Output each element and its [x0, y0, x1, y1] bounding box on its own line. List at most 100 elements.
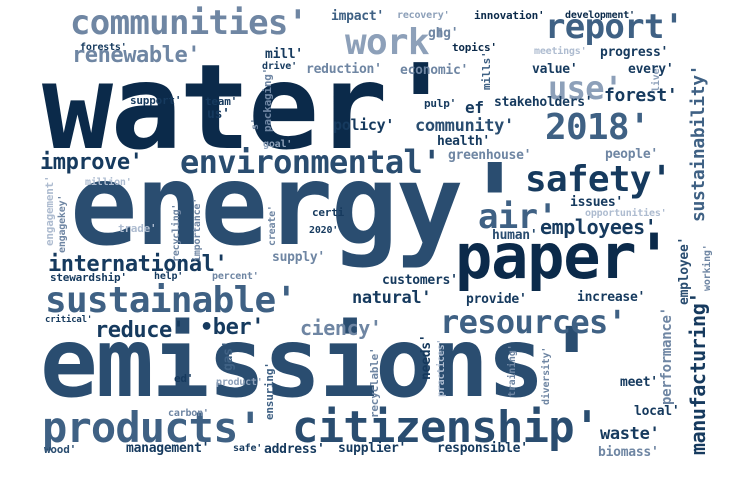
word-forests: forests': [80, 42, 127, 53]
word-forest: forest': [604, 85, 678, 106]
word-human: human': [492, 228, 538, 243]
word-air: air': [478, 197, 558, 237]
word-resources: resources': [440, 303, 627, 341]
word-working: working': [702, 244, 713, 291]
word-ciency: ciency': [300, 316, 382, 340]
word-mills: mills': [480, 51, 493, 90]
word-sustainable: sustainable': [45, 280, 297, 321]
word-engagekey: engagekey': [57, 194, 68, 253]
word-stakeholders: stakeholders': [494, 95, 593, 110]
word-ber: •ber': [200, 315, 265, 340]
word-packaging: packaging': [261, 67, 274, 132]
word-issues: issues': [570, 195, 623, 210]
word-stewardship: stewardship': [50, 271, 127, 284]
word-support: support': [130, 94, 182, 107]
word-greenhouse: greenhouse': [448, 148, 532, 163]
word-ed: ed': [174, 372, 194, 385]
word-engagement: engagement': [43, 175, 56, 246]
word-create: create': [267, 205, 278, 246]
word-citizenship: citizenship': [292, 402, 600, 453]
word-safe: safe': [233, 443, 263, 454]
word-pulp: pulp': [424, 97, 457, 110]
word-supply: supply': [272, 250, 325, 265]
word-employees: employees': [540, 215, 657, 239]
word-progress: progress': [600, 45, 669, 60]
word-every: every': [628, 62, 674, 77]
word-improve: improve': [40, 150, 143, 175]
word-development: development': [565, 10, 635, 21]
word-reduce: reduce': [95, 318, 185, 343]
word-us: us': [207, 107, 230, 122]
word-mill: mill': [265, 47, 303, 62]
word-trade: trade': [118, 222, 157, 235]
word-international: international': [48, 252, 228, 277]
word-waste: waste': [600, 424, 660, 444]
word-meetings: meetings': [534, 46, 587, 57]
word-sustainability: sustainability': [688, 64, 709, 222]
word-opportunities: opportunities': [585, 208, 667, 219]
word-increase: increase': [577, 290, 646, 305]
word-product: product': [216, 377, 263, 388]
word-use: use': [548, 69, 623, 107]
word-biomass: biomass': [598, 445, 659, 460]
word-local: local': [634, 404, 680, 419]
word-gas: gas': [221, 340, 236, 371]
word-policy: policy': [333, 116, 395, 134]
word-help: help': [154, 271, 184, 282]
word-carbon: carbon': [168, 408, 209, 419]
word-work: work': [345, 22, 450, 63]
word-ghg: ghg': [428, 26, 459, 41]
word-topics: topics': [452, 41, 497, 54]
word-drive: drive': [262, 61, 297, 72]
word-renewable: renewable': [72, 43, 201, 68]
word-value: value': [532, 62, 578, 77]
word-employee: employee': [677, 236, 692, 305]
word-2018: 2018': [545, 107, 650, 148]
word-community: community': [415, 116, 514, 136]
word-responsible: responsible': [437, 441, 528, 456]
word-address: address': [264, 442, 325, 457]
word-training: training': [507, 344, 518, 397]
word-percent: percent': [212, 271, 259, 282]
word-people: people': [605, 147, 658, 162]
word-energy: energy': [70, 141, 529, 271]
word-communities: communities': [70, 3, 308, 43]
word-provide: provide': [466, 292, 527, 307]
word-s: s': [250, 118, 261, 130]
word-importance: importance': [192, 197, 203, 262]
word-team: team': [205, 95, 238, 108]
word-wood: wood': [44, 443, 77, 456]
word-2020: 2020': [309, 225, 339, 236]
word-customers: customers': [382, 273, 458, 288]
word-emissions: emissions': [40, 307, 601, 419]
word-goal: goal': [263, 139, 293, 150]
word-innovation: innovation': [474, 9, 545, 22]
word-practices: practices': [436, 338, 447, 397]
word-natural: natural': [352, 288, 432, 308]
word-safety: safety': [525, 159, 672, 200]
word-recovery: recovery': [397, 10, 450, 21]
word-report: report': [545, 7, 684, 47]
word-ef: ef: [465, 98, 484, 117]
word-recycling: recycling': [171, 203, 182, 262]
word-million: million': [85, 177, 132, 188]
word-paper: paper': [455, 220, 673, 293]
word-meet: meet': [620, 375, 658, 390]
word-economic: economic': [400, 63, 469, 78]
word-needs: needs': [419, 334, 434, 380]
word-water: water': [42, 38, 456, 176]
word-reduction: reduction': [306, 62, 382, 77]
word-products: products': [42, 403, 263, 452]
word-health: health': [437, 134, 490, 149]
word-certi: certi: [312, 206, 345, 219]
word-environmental: environmental': [180, 143, 441, 181]
word-recyclable: recyclable': [368, 347, 381, 418]
word-diversity: diversity': [541, 346, 552, 405]
word-ensuring: ensuring': [263, 362, 276, 420]
word-performance: performance': [659, 307, 675, 405]
word-impact: impact': [331, 9, 384, 24]
word-critical: critical': [45, 315, 93, 325]
word-manufacturing: manufacturing': [686, 292, 710, 455]
word-supplier: supplier': [338, 441, 407, 456]
